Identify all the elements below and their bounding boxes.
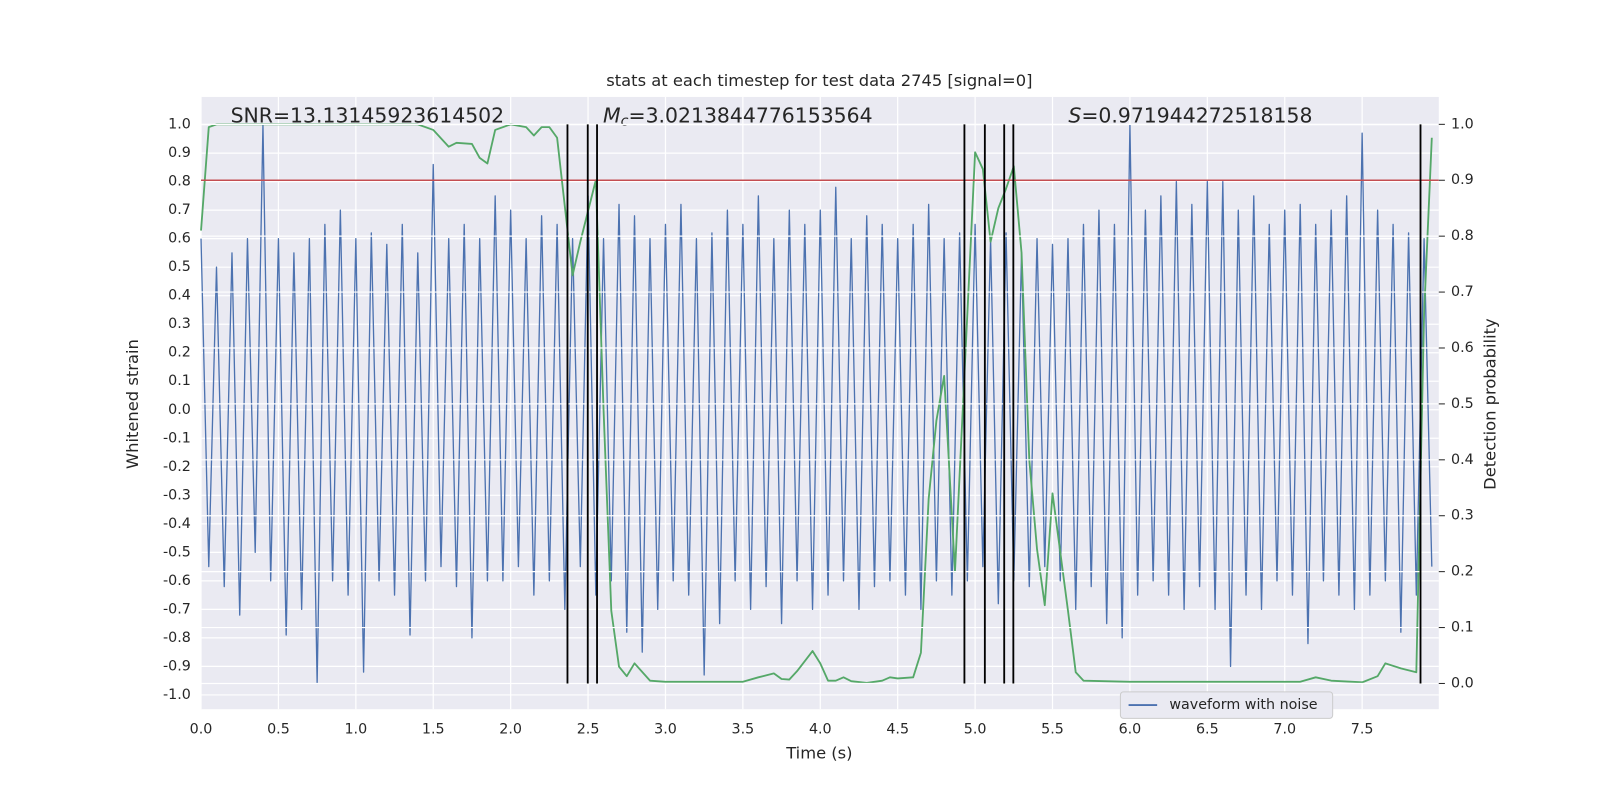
grid xyxy=(200,96,1439,710)
legend-box xyxy=(1119,691,1334,719)
y-tick-label: -0.1 xyxy=(163,430,191,446)
x-tick-label: 2.0 xyxy=(499,722,522,738)
y-tick-label: -1.0 xyxy=(163,687,191,703)
y2-axis-label: Detection probability xyxy=(1480,318,1499,490)
legend: waveform with noise xyxy=(1119,691,1334,719)
annotation-symbol: S xyxy=(1068,103,1081,127)
y-tick-label: 0.2 xyxy=(168,345,191,361)
y-tick-label: -0.6 xyxy=(163,573,191,589)
y2-tick-label: 0.7 xyxy=(1451,284,1474,300)
y-tick-label: 0.4 xyxy=(168,288,191,304)
marks xyxy=(200,123,1433,685)
data-line xyxy=(200,123,1433,685)
x-tick-label: 7.0 xyxy=(1273,722,1296,738)
y2-tick-label: 0.0 xyxy=(1451,675,1474,691)
y2-tick-label: 0.3 xyxy=(1451,508,1474,524)
annotation-subscript: c xyxy=(621,113,629,129)
x-tick-label: 3.0 xyxy=(654,722,677,738)
annotation: Mc=3.0213844776153564 xyxy=(603,103,873,129)
y2-tick-label: 0.8 xyxy=(1451,228,1474,244)
y-tick-label: -0.9 xyxy=(163,658,191,674)
y-tick-label: -0.4 xyxy=(163,516,191,532)
x-tick-label: 5.0 xyxy=(964,722,987,738)
axes: 0.0 0.5 1.0 1.5 2.0 2.5 3.0 3.5 4.0 4.5 5.0 5.5 6.0 6… xyxy=(163,116,1474,737)
legend-label: waveform with noise xyxy=(1169,697,1317,713)
annotation: S=0.971944272518158 xyxy=(1068,103,1312,127)
x-tick-label: 4.0 xyxy=(809,722,832,738)
x-tick-label: 0.0 xyxy=(190,722,213,738)
data-line xyxy=(200,123,1433,684)
y-tick-label: 0.0 xyxy=(168,402,191,418)
y-tick-label: -0.3 xyxy=(163,487,191,503)
x-tick-label: 3.5 xyxy=(732,722,755,738)
x-tick-label: 7.5 xyxy=(1351,722,1374,738)
y-tick-label: -0.7 xyxy=(163,601,191,617)
x-tick-label: 1.5 xyxy=(422,722,445,738)
y-tick-label: -0.5 xyxy=(163,544,191,560)
y2-tick-label: 0.9 xyxy=(1451,172,1474,188)
y2-tick-label: 0.2 xyxy=(1451,564,1474,580)
y2-tick-label: 0.1 xyxy=(1451,620,1474,636)
x-tick-label: 5.5 xyxy=(1041,722,1064,738)
y2-tick-label: 1.0 xyxy=(1451,116,1474,132)
y-tick-label: 0.5 xyxy=(168,259,191,275)
y-tick-label: -0.8 xyxy=(163,630,191,646)
y-tick-label: -0.2 xyxy=(163,459,191,475)
y-tick-label: 1.0 xyxy=(168,117,191,133)
annotation-symbol: M xyxy=(603,103,621,127)
x-tick-label: 4.5 xyxy=(886,722,909,738)
annotation-text: =0.971944272518158 xyxy=(1081,103,1312,127)
y-tick-label: 0.7 xyxy=(168,202,191,218)
y-tick-label: 0.3 xyxy=(168,316,191,332)
x-tick-label: 6.5 xyxy=(1196,722,1219,738)
x-axis-label: Time (s) xyxy=(785,744,852,763)
y2-tick-label: 0.6 xyxy=(1451,340,1474,356)
y-tick-label: 0.8 xyxy=(168,174,191,190)
y2-tick-label: 0.4 xyxy=(1451,452,1474,468)
x-tick-label: 6.0 xyxy=(1119,722,1142,738)
y-tick-label: 0.6 xyxy=(168,231,191,247)
y2-tick-label: 0.5 xyxy=(1451,396,1474,412)
x-tick-label: 1.0 xyxy=(344,722,367,738)
x-tick-label: 2.5 xyxy=(577,722,600,738)
x-tick-label: 0.5 xyxy=(267,722,290,738)
y-tick-label: 0.1 xyxy=(168,373,191,389)
y-axis-label: Whitened strain xyxy=(123,339,142,469)
annotation: SNR=13.13145923614502 xyxy=(231,103,505,127)
annotation-text: =3.0213844776153564 xyxy=(628,103,872,127)
y-tick-label: 0.9 xyxy=(168,145,191,161)
chart-title: stats at each timestep for test data 274… xyxy=(606,71,1032,90)
